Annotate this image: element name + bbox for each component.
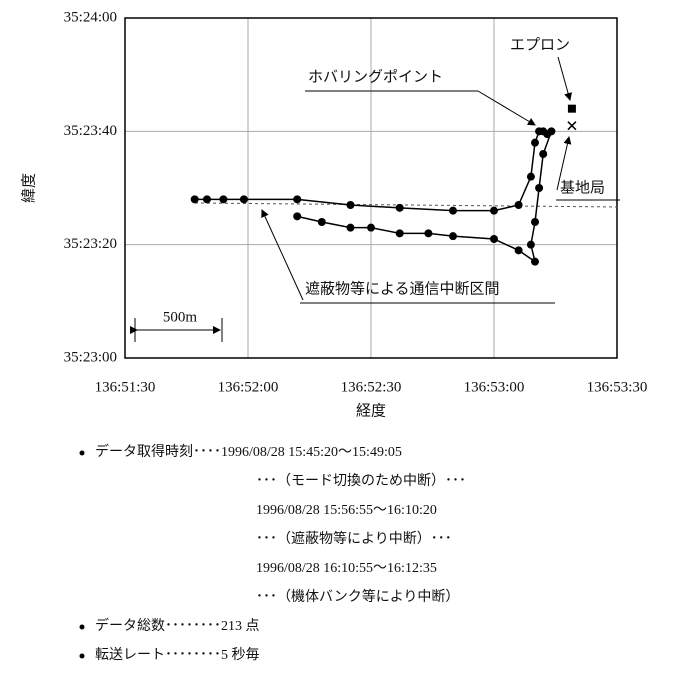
track-point bbox=[293, 212, 302, 221]
track-point bbox=[203, 195, 211, 204]
note: ･･･（遮蔽物等により中断）･･･ bbox=[256, 530, 452, 547]
marker-square bbox=[567, 104, 576, 113]
track-point bbox=[449, 232, 457, 241]
track-point bbox=[526, 240, 535, 249]
track-point bbox=[514, 201, 523, 209]
x-tick-label: 136:53:00 bbox=[464, 379, 525, 395]
track-point bbox=[539, 150, 548, 158]
arrow bbox=[556, 136, 572, 191]
track-point bbox=[490, 235, 498, 243]
bullet bbox=[79, 624, 85, 630]
track-point bbox=[531, 257, 539, 266]
y-tick-label: 35:23:00 bbox=[64, 349, 117, 365]
y-tick-label: 35:24:00 bbox=[64, 9, 117, 25]
note: ･･･（モード切換のため中断）･･･ bbox=[256, 473, 466, 489]
track-point bbox=[526, 172, 535, 181]
arrow bbox=[557, 56, 572, 101]
track-point bbox=[514, 246, 523, 255]
x-tick-label: 136:51:30 bbox=[95, 379, 156, 395]
marker-label: エプロン bbox=[510, 36, 570, 53]
scale-label: 500m bbox=[163, 309, 198, 325]
track-point bbox=[449, 206, 457, 215]
reference-line bbox=[194, 202, 621, 208]
annotation: ホバリングポイント bbox=[308, 68, 443, 85]
track-point bbox=[293, 195, 302, 204]
annotation: 遮蔽物等による通信中断区間 bbox=[305, 279, 500, 297]
track-point bbox=[424, 229, 433, 238]
x-axis-label: 経度 bbox=[356, 402, 386, 419]
track-point bbox=[239, 195, 248, 204]
plot-frame bbox=[124, 17, 618, 359]
note: ･･･（機体バンク等により中断） bbox=[256, 588, 459, 605]
x-tick-label: 136:53:30 bbox=[587, 379, 648, 395]
y-axis-label: 緯度 bbox=[20, 173, 37, 203]
note: 転送レート････････5 秒毎 bbox=[95, 647, 260, 663]
x-tick-label: 136:52:30 bbox=[341, 379, 402, 395]
track-point bbox=[317, 218, 326, 226]
note: データ総数････････213 点 bbox=[95, 617, 260, 634]
track-point bbox=[547, 127, 556, 136]
note: 1996/08/28 16:10:55～16:12:35 bbox=[256, 561, 437, 576]
track-point bbox=[346, 201, 355, 209]
arrow bbox=[477, 90, 536, 126]
track-point bbox=[346, 223, 355, 232]
track-point bbox=[395, 203, 404, 212]
marker-cross bbox=[567, 121, 577, 131]
arrow bbox=[261, 209, 304, 301]
y-tick-label: 35:23:40 bbox=[64, 123, 117, 139]
track-point bbox=[190, 195, 199, 204]
track-point bbox=[367, 223, 375, 232]
bullet bbox=[79, 450, 85, 456]
track-point bbox=[531, 138, 539, 147]
track-point bbox=[535, 184, 544, 192]
y-tick-label: 35:23:20 bbox=[64, 236, 117, 252]
x-tick-label: 136:52:00 bbox=[218, 379, 279, 395]
marker-label: 基地局 bbox=[560, 179, 605, 196]
track-point bbox=[219, 195, 228, 204]
bullet bbox=[79, 653, 85, 659]
track-point bbox=[531, 218, 539, 226]
track-point bbox=[395, 229, 404, 238]
note: 1996/08/28 15:56:55～16:10:20 bbox=[256, 503, 437, 518]
track-point bbox=[490, 206, 498, 215]
note: データ取得時刻････1996/08/28 15:45:20～15:49:05 bbox=[95, 443, 402, 460]
